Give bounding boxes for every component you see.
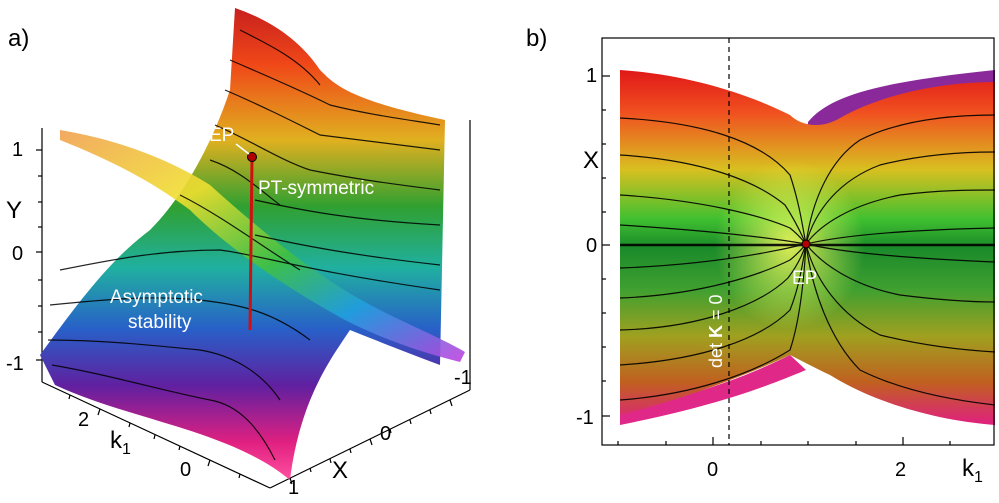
x-tick-a-3: 1 (288, 477, 299, 499)
k1-axis-title-b: k1 (962, 455, 983, 486)
ep-marker-b (801, 239, 811, 249)
x-axis-b: 1 X 0 -1 (576, 65, 610, 429)
panel-a: a) EP (6, 8, 472, 499)
k1-axis-title-a: k1 (110, 427, 131, 458)
pt-symmetric-label: PT-symmetric (258, 178, 374, 199)
k1-axis-b: 0 2 k1 (617, 437, 983, 486)
x-tick-b-1: 1 (586, 65, 597, 87)
asymptotic-label-line1: Asymptotic (110, 287, 203, 308)
asymptotic-label-line2: stability (128, 312, 192, 333)
panel-a-label: a) (8, 25, 29, 52)
det-k-zero-label: det K = 0 (706, 294, 726, 368)
x-tick-b-2: 0 (586, 235, 597, 257)
panel-b: b) (526, 25, 996, 486)
x-axis-a: -1 0 1 X (288, 367, 472, 499)
x-axis-title-a: X (332, 457, 348, 484)
contours-a (47, 29, 441, 461)
k1-axis-a: 2 0 k1 (68, 394, 241, 481)
y-axis-title-a: Y (6, 197, 22, 224)
x-tick-a-2: 0 (380, 423, 391, 445)
contours-b (619, 114, 996, 406)
y-axis-a: Y 1 0 -1 (6, 139, 42, 375)
ep-marker-a (247, 152, 257, 162)
y-tick-a-1: 1 (12, 139, 23, 161)
k1-tick-a-1: 2 (78, 409, 89, 431)
panel-b-label: b) (526, 25, 547, 52)
x-tick-a-1: -1 (454, 367, 472, 389)
ep-label-b: EP (792, 268, 817, 289)
surface-b-bottom (620, 355, 806, 425)
ep-label-a: EP (209, 125, 234, 146)
k1-tick-b-2: 2 (895, 459, 906, 481)
panel-b-frame (601, 37, 995, 446)
x-tick-b-3: -1 (576, 407, 594, 429)
k1-tick-b-1: 0 (707, 459, 718, 481)
x-axis-title-b: X (583, 147, 599, 174)
ep-line-a (248, 157, 254, 331)
ep-pointer-a (235, 143, 250, 155)
y-tick-a-2: 0 (12, 243, 23, 265)
k1-tick-a-2: 0 (180, 459, 191, 481)
y-tick-a-3: -1 (6, 353, 24, 375)
